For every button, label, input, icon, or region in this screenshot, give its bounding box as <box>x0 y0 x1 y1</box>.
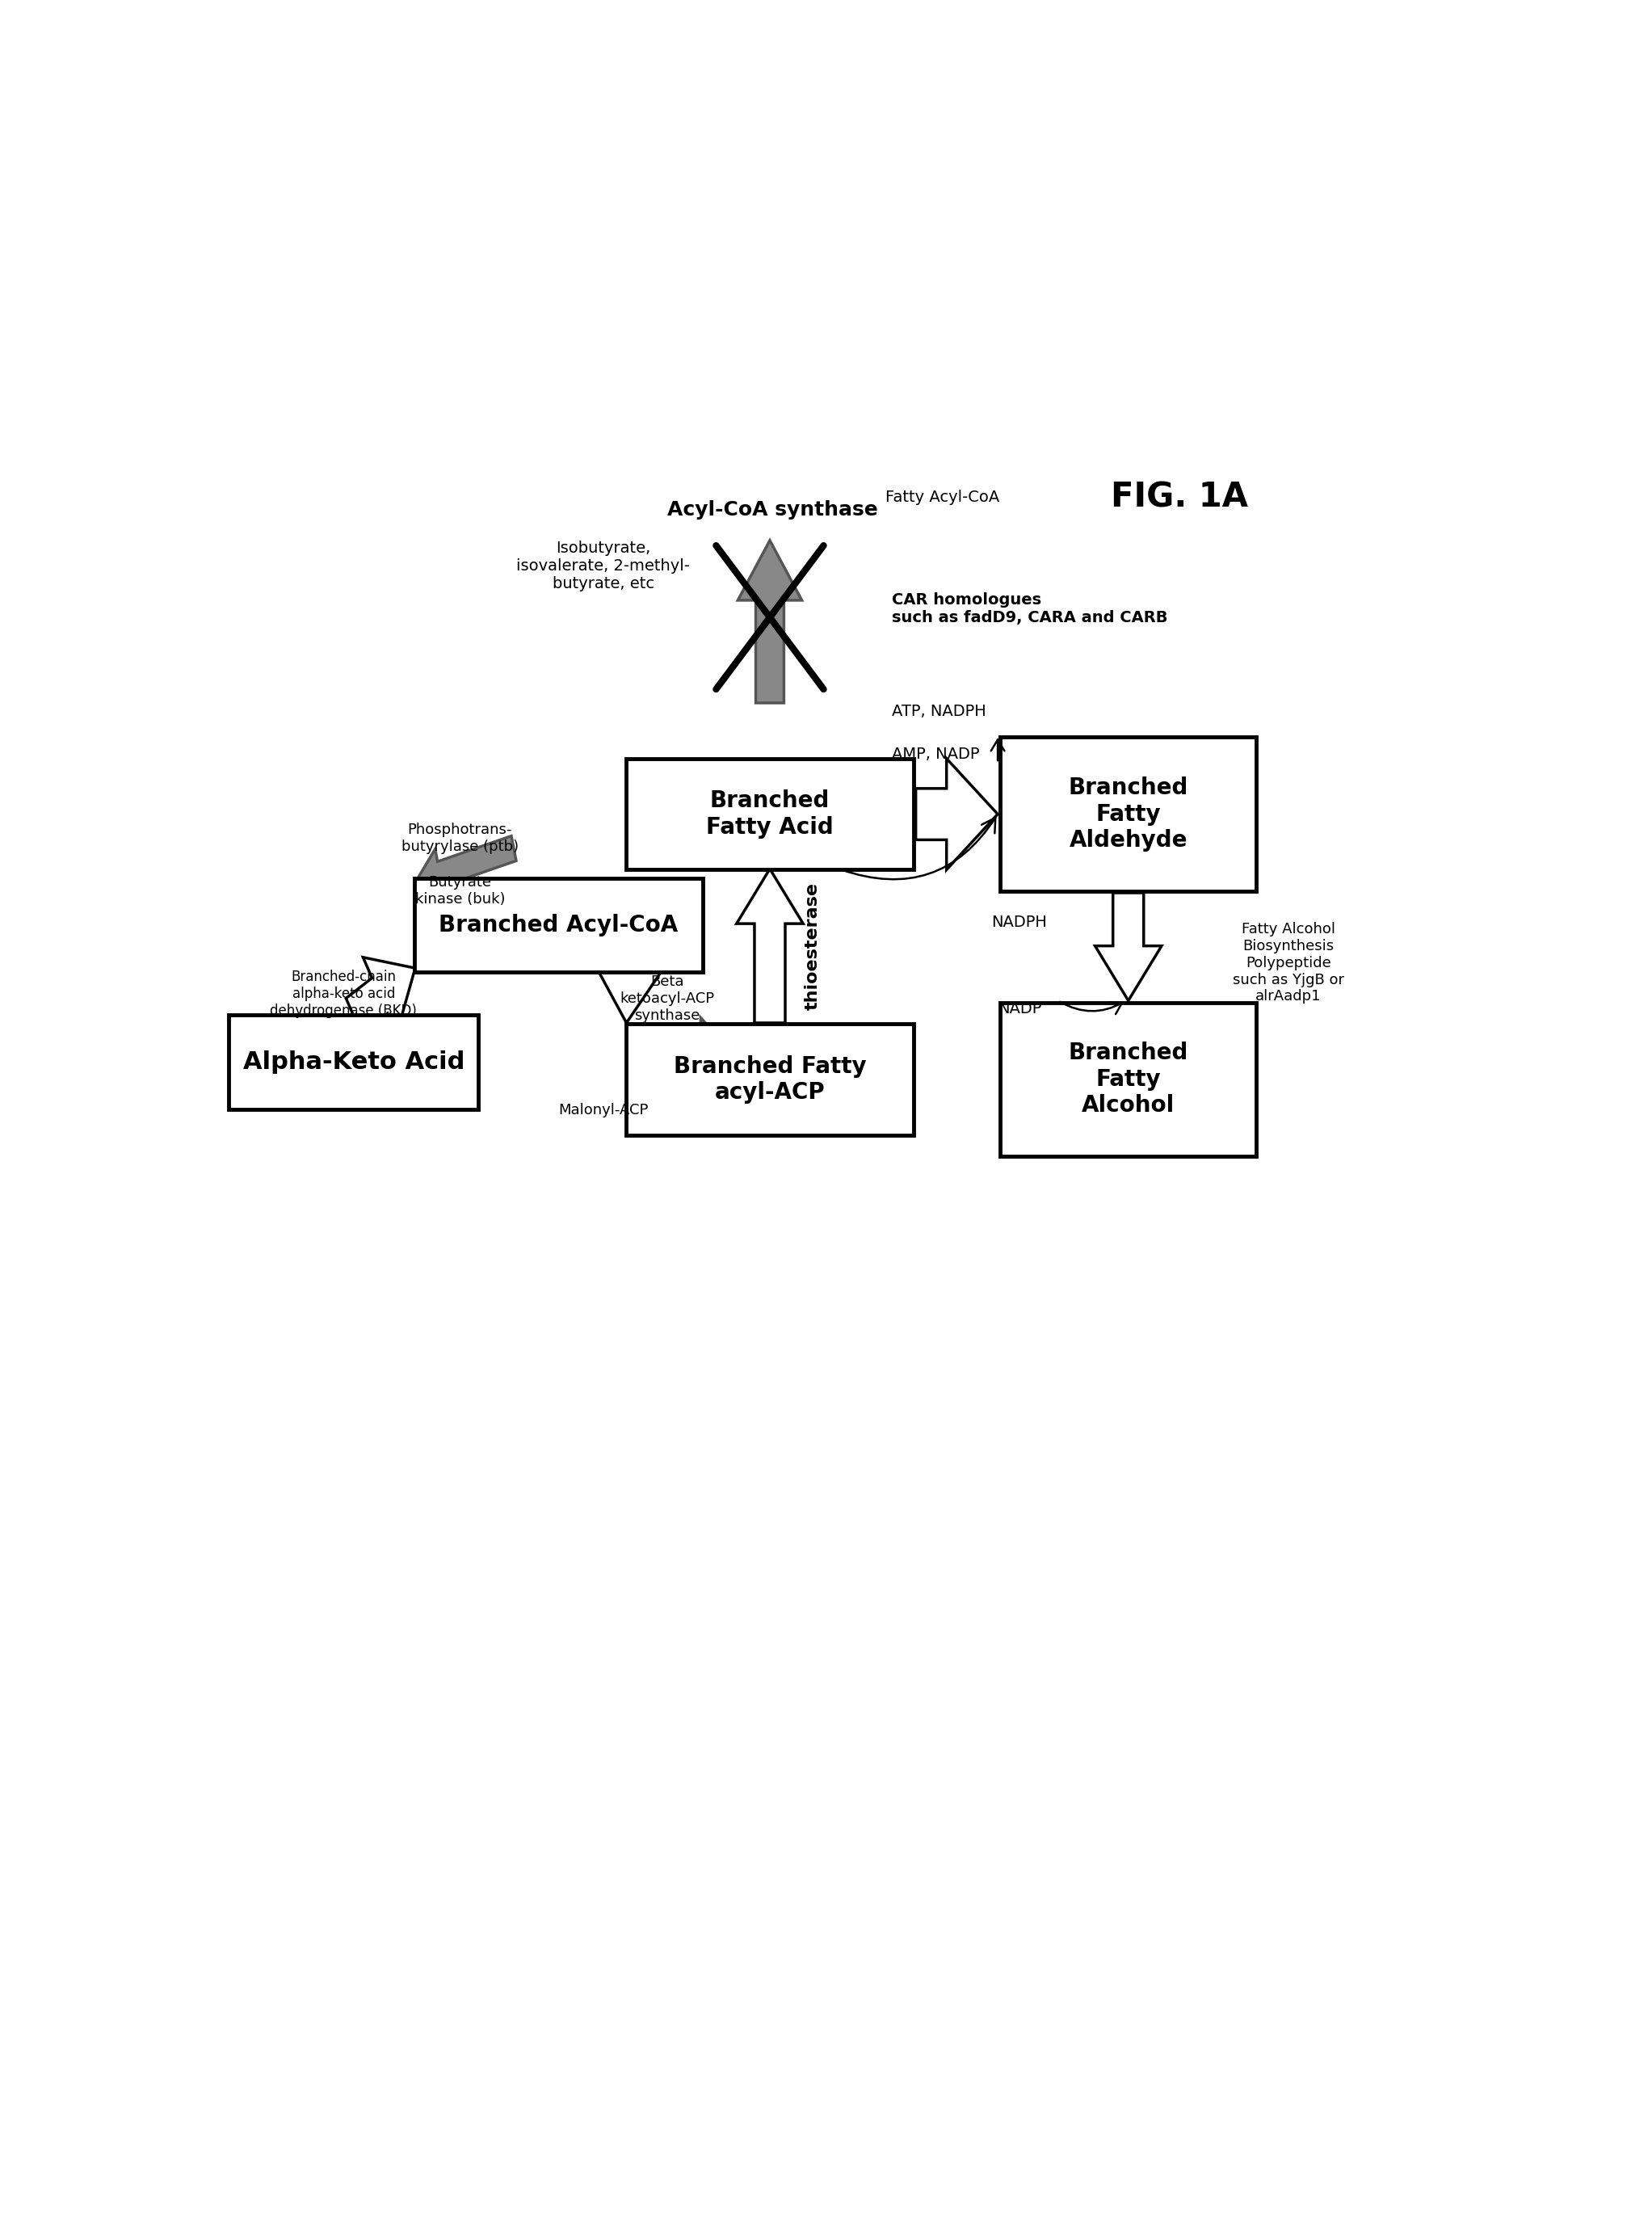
Text: Isobutyrate,
isovalerate, 2-methyl-
butyrate, etc: Isobutyrate, isovalerate, 2-methyl- buty… <box>517 540 691 591</box>
Text: AMP, NADP: AMP, NADP <box>892 747 980 762</box>
FancyBboxPatch shape <box>626 758 914 869</box>
Polygon shape <box>641 1018 742 1107</box>
Text: Fatty Alcohol
Biosynthesis
Polypeptide
such as YjgB or
alrAadp1: Fatty Alcohol Biosynthesis Polypeptide s… <box>1232 922 1345 1004</box>
Text: Branched Fatty
acyl-ACP: Branched Fatty acyl-ACP <box>674 1055 866 1104</box>
Polygon shape <box>345 958 415 1033</box>
Text: Branched
Fatty
Alcohol: Branched Fatty Alcohol <box>1069 1042 1188 1118</box>
Text: FIG. 1A: FIG. 1A <box>1110 480 1249 516</box>
Text: thioesterase: thioesterase <box>805 882 819 1009</box>
FancyBboxPatch shape <box>415 878 702 973</box>
Text: Acyl-CoA synthase: Acyl-CoA synthase <box>667 500 879 520</box>
Text: Butyrate
kinase (buk): Butyrate kinase (buk) <box>415 875 506 907</box>
Text: NADPH: NADPH <box>991 913 1047 929</box>
Polygon shape <box>415 835 515 900</box>
FancyBboxPatch shape <box>230 1015 479 1109</box>
Text: NADP: NADP <box>998 1002 1041 1018</box>
Text: CAR homologues
such as fadD9, CARA and CARB: CAR homologues such as fadD9, CARA and C… <box>892 593 1168 624</box>
Text: Branched Acyl-CoA: Branched Acyl-CoA <box>439 913 679 938</box>
Text: Branched-chain
alpha-keto acid
dehydrogenase (BKD): Branched-chain alpha-keto acid dehydroge… <box>269 969 416 1018</box>
FancyArrowPatch shape <box>841 818 996 880</box>
Text: Branched
Fatty Acid: Branched Fatty Acid <box>705 789 834 838</box>
FancyBboxPatch shape <box>626 1024 914 1135</box>
Text: Alpha-Keto Acid: Alpha-Keto Acid <box>243 1051 464 1073</box>
Polygon shape <box>737 869 803 1022</box>
Text: Phosphotrans-
butyrylase (ptb): Phosphotrans- butyrylase (ptb) <box>401 822 519 853</box>
Polygon shape <box>1095 893 1161 1000</box>
Polygon shape <box>915 758 998 869</box>
Text: Beta
ketoacyl-ACP
synthase: Beta ketoacyl-ACP synthase <box>620 975 715 1022</box>
Polygon shape <box>595 960 662 1022</box>
Text: Fatty Acyl-CoA: Fatty Acyl-CoA <box>885 489 999 504</box>
Text: Branched
Fatty
Aldehyde: Branched Fatty Aldehyde <box>1069 778 1188 851</box>
FancyBboxPatch shape <box>999 738 1256 891</box>
FancyArrowPatch shape <box>1061 1002 1122 1013</box>
FancyArrowPatch shape <box>991 740 1004 760</box>
Polygon shape <box>738 540 801 702</box>
Text: ATP, NADPH: ATP, NADPH <box>892 704 986 720</box>
Text: Malonyl-ACP: Malonyl-ACP <box>558 1102 648 1118</box>
FancyBboxPatch shape <box>999 1002 1256 1155</box>
